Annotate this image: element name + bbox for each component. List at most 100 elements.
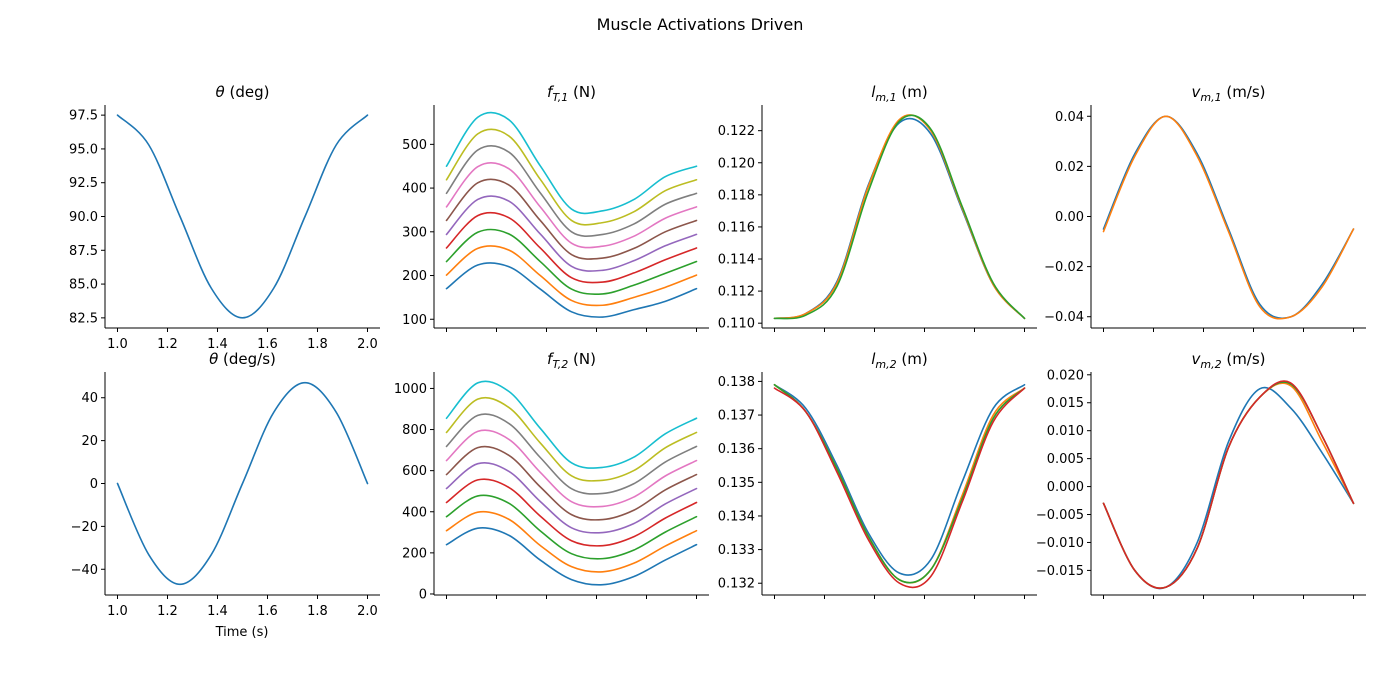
- series-line-8: [445, 145, 698, 238]
- y-tick-label: 90.0: [69, 210, 98, 225]
- series-line-1: [116, 114, 369, 319]
- series-line-5: [445, 462, 698, 534]
- y-tick-label: −0.005: [1036, 508, 1084, 523]
- series-line-10: [445, 111, 698, 215]
- subplot-title: fT,2 (N): [547, 350, 596, 371]
- y-tick-label: 0.005: [1047, 452, 1084, 467]
- series-line-3: [773, 383, 1026, 584]
- x-tick-label: 1.2: [157, 604, 178, 619]
- y-tick-label: 0.02: [1055, 160, 1084, 175]
- y-tick-label: −0.015: [1036, 564, 1084, 579]
- y-tick-label: 200: [402, 269, 427, 284]
- y-tick-label: 0.134: [718, 509, 755, 524]
- y-tick-label: 0.020: [1047, 368, 1084, 383]
- series-line-4: [445, 478, 698, 547]
- y-tick-label: 0.133: [718, 543, 755, 558]
- subplot-4: vm,1 (m/s) −0.04 −0.02 0.00 0.02 0.04: [1044, 83, 1366, 332]
- series-line-1: [1102, 386, 1355, 590]
- y-tick-label: 0.116: [718, 220, 755, 235]
- y-tick-label: 1000: [394, 382, 427, 397]
- y-tick-label: 95.0: [69, 142, 98, 157]
- series-line-2: [445, 510, 698, 573]
- x-tick-label: 1.0: [107, 337, 128, 352]
- series-line-3: [773, 114, 1026, 320]
- x-tick-label: 1.4: [207, 604, 228, 619]
- y-tick-label: 800: [402, 423, 427, 438]
- series-line-1: [1102, 115, 1355, 320]
- series-line-1: [445, 527, 698, 586]
- y-tick-label: −20: [71, 520, 98, 535]
- y-tick-label: 0.136: [718, 442, 755, 457]
- y-tick-label: 100: [402, 313, 427, 328]
- y-tick-label: −0.04: [1044, 310, 1084, 325]
- title-dot-accent: ˙: [208, 336, 216, 354]
- series-line-4: [773, 387, 1026, 589]
- series-line-4: [445, 211, 698, 284]
- y-tick-label: 20: [81, 434, 98, 449]
- x-tick-label: 1.4: [207, 337, 228, 352]
- series-line-3: [1102, 381, 1355, 589]
- y-tick-label: 0.00: [1055, 210, 1084, 225]
- y-tick-label: 0.112: [718, 285, 755, 300]
- x-tick-label: 1.6: [257, 337, 278, 352]
- series-line-2: [1102, 115, 1355, 320]
- y-tick-label: 82.5: [69, 311, 98, 326]
- x-tick-label: 1.2: [157, 337, 178, 352]
- series-line-2: [445, 245, 698, 307]
- series-line-7: [445, 429, 698, 508]
- subplot-title: lm,2 (m): [871, 350, 927, 371]
- series-line-1: [116, 381, 369, 586]
- series-line-5: [445, 195, 698, 272]
- y-tick-label: 400: [402, 505, 427, 520]
- y-tick-label: −0.010: [1036, 536, 1084, 551]
- subplot-grid: θ (deg) 82.5 85.0 87.5 90.0 92.5 95.0 97.5 1.0 1.…: [69, 83, 1366, 619]
- subplot-1: θ (deg) 82.5 85.0 87.5 90.0 92.5 95.0 97.5 1.0 1.…: [69, 83, 380, 352]
- x-tick-label: 1.0: [107, 604, 128, 619]
- series-line-2: [773, 383, 1026, 584]
- x-axis-label: Time (s): [215, 625, 269, 640]
- subplot-title: θ (deg): [216, 83, 270, 101]
- subplot-5: θ (deg/s)˙ −40 −20 0 20 40 1.0 1.2 1.4 1.6 1.8 2.0: [71, 336, 380, 619]
- subplot-title: lm,1 (m): [871, 83, 927, 104]
- series-line-8: [445, 413, 698, 495]
- series-line-2: [773, 114, 1026, 320]
- y-tick-label: 200: [402, 546, 427, 561]
- y-tick-label: 0.122: [718, 124, 755, 139]
- y-tick-label: −40: [71, 563, 98, 578]
- y-tick-label: 87.5: [69, 244, 98, 259]
- y-tick-label: 0.137: [718, 409, 755, 424]
- y-tick-label: 0.000: [1047, 480, 1084, 495]
- x-tick-label: 1.8: [307, 604, 328, 619]
- y-tick-label: 0: [419, 587, 427, 602]
- series-line-3: [445, 228, 698, 295]
- series-line-1: [773, 383, 1026, 576]
- y-tick-label: 0.04: [1055, 110, 1084, 125]
- y-tick-label: 0.118: [718, 188, 755, 203]
- subplot-title: vm,2 (m/s): [1191, 350, 1265, 371]
- subplot-7: lm,2 (m) 0.132 0.133 0.134 0.135 0.136 0.137 0.…: [718, 350, 1037, 599]
- series-line-2: [1102, 382, 1355, 589]
- y-tick-label: 0.015: [1047, 396, 1084, 411]
- subplot-8: vm,2 (m/s) −0.015 −0.010 −0.005 0.000 0.005 0.…: [1036, 350, 1366, 599]
- y-tick-label: 85.0: [69, 278, 98, 293]
- y-tick-label: 600: [402, 464, 427, 479]
- series-line-9: [445, 396, 698, 482]
- y-tick-label: 97.5: [69, 109, 98, 124]
- y-tick-label: 0.110: [718, 317, 755, 332]
- y-tick-label: 500: [402, 138, 427, 153]
- subplot-6: fT,2 (N) 0 200 400 600 800 1000: [394, 350, 709, 602]
- y-tick-label: 400: [402, 182, 427, 197]
- series-line-6: [445, 178, 698, 260]
- y-tick-label: 40: [81, 391, 98, 406]
- x-tick-label: 2.0: [357, 604, 378, 619]
- subplot-3: lm,1 (m) 0.110 0.112 0.114 0.116 0.118 0.120 0.…: [718, 83, 1037, 332]
- subplot-title: fT,1 (N): [547, 83, 596, 104]
- subplot-2: fT,1 (N) 100 200 300 400 500: [402, 83, 709, 332]
- y-tick-label: 0.114: [718, 253, 755, 268]
- series-line-10: [445, 380, 698, 469]
- y-tick-label: 0: [90, 477, 98, 492]
- series-line-4: [1102, 380, 1355, 589]
- y-tick-label: 92.5: [69, 176, 98, 191]
- y-tick-label: 300: [402, 225, 427, 240]
